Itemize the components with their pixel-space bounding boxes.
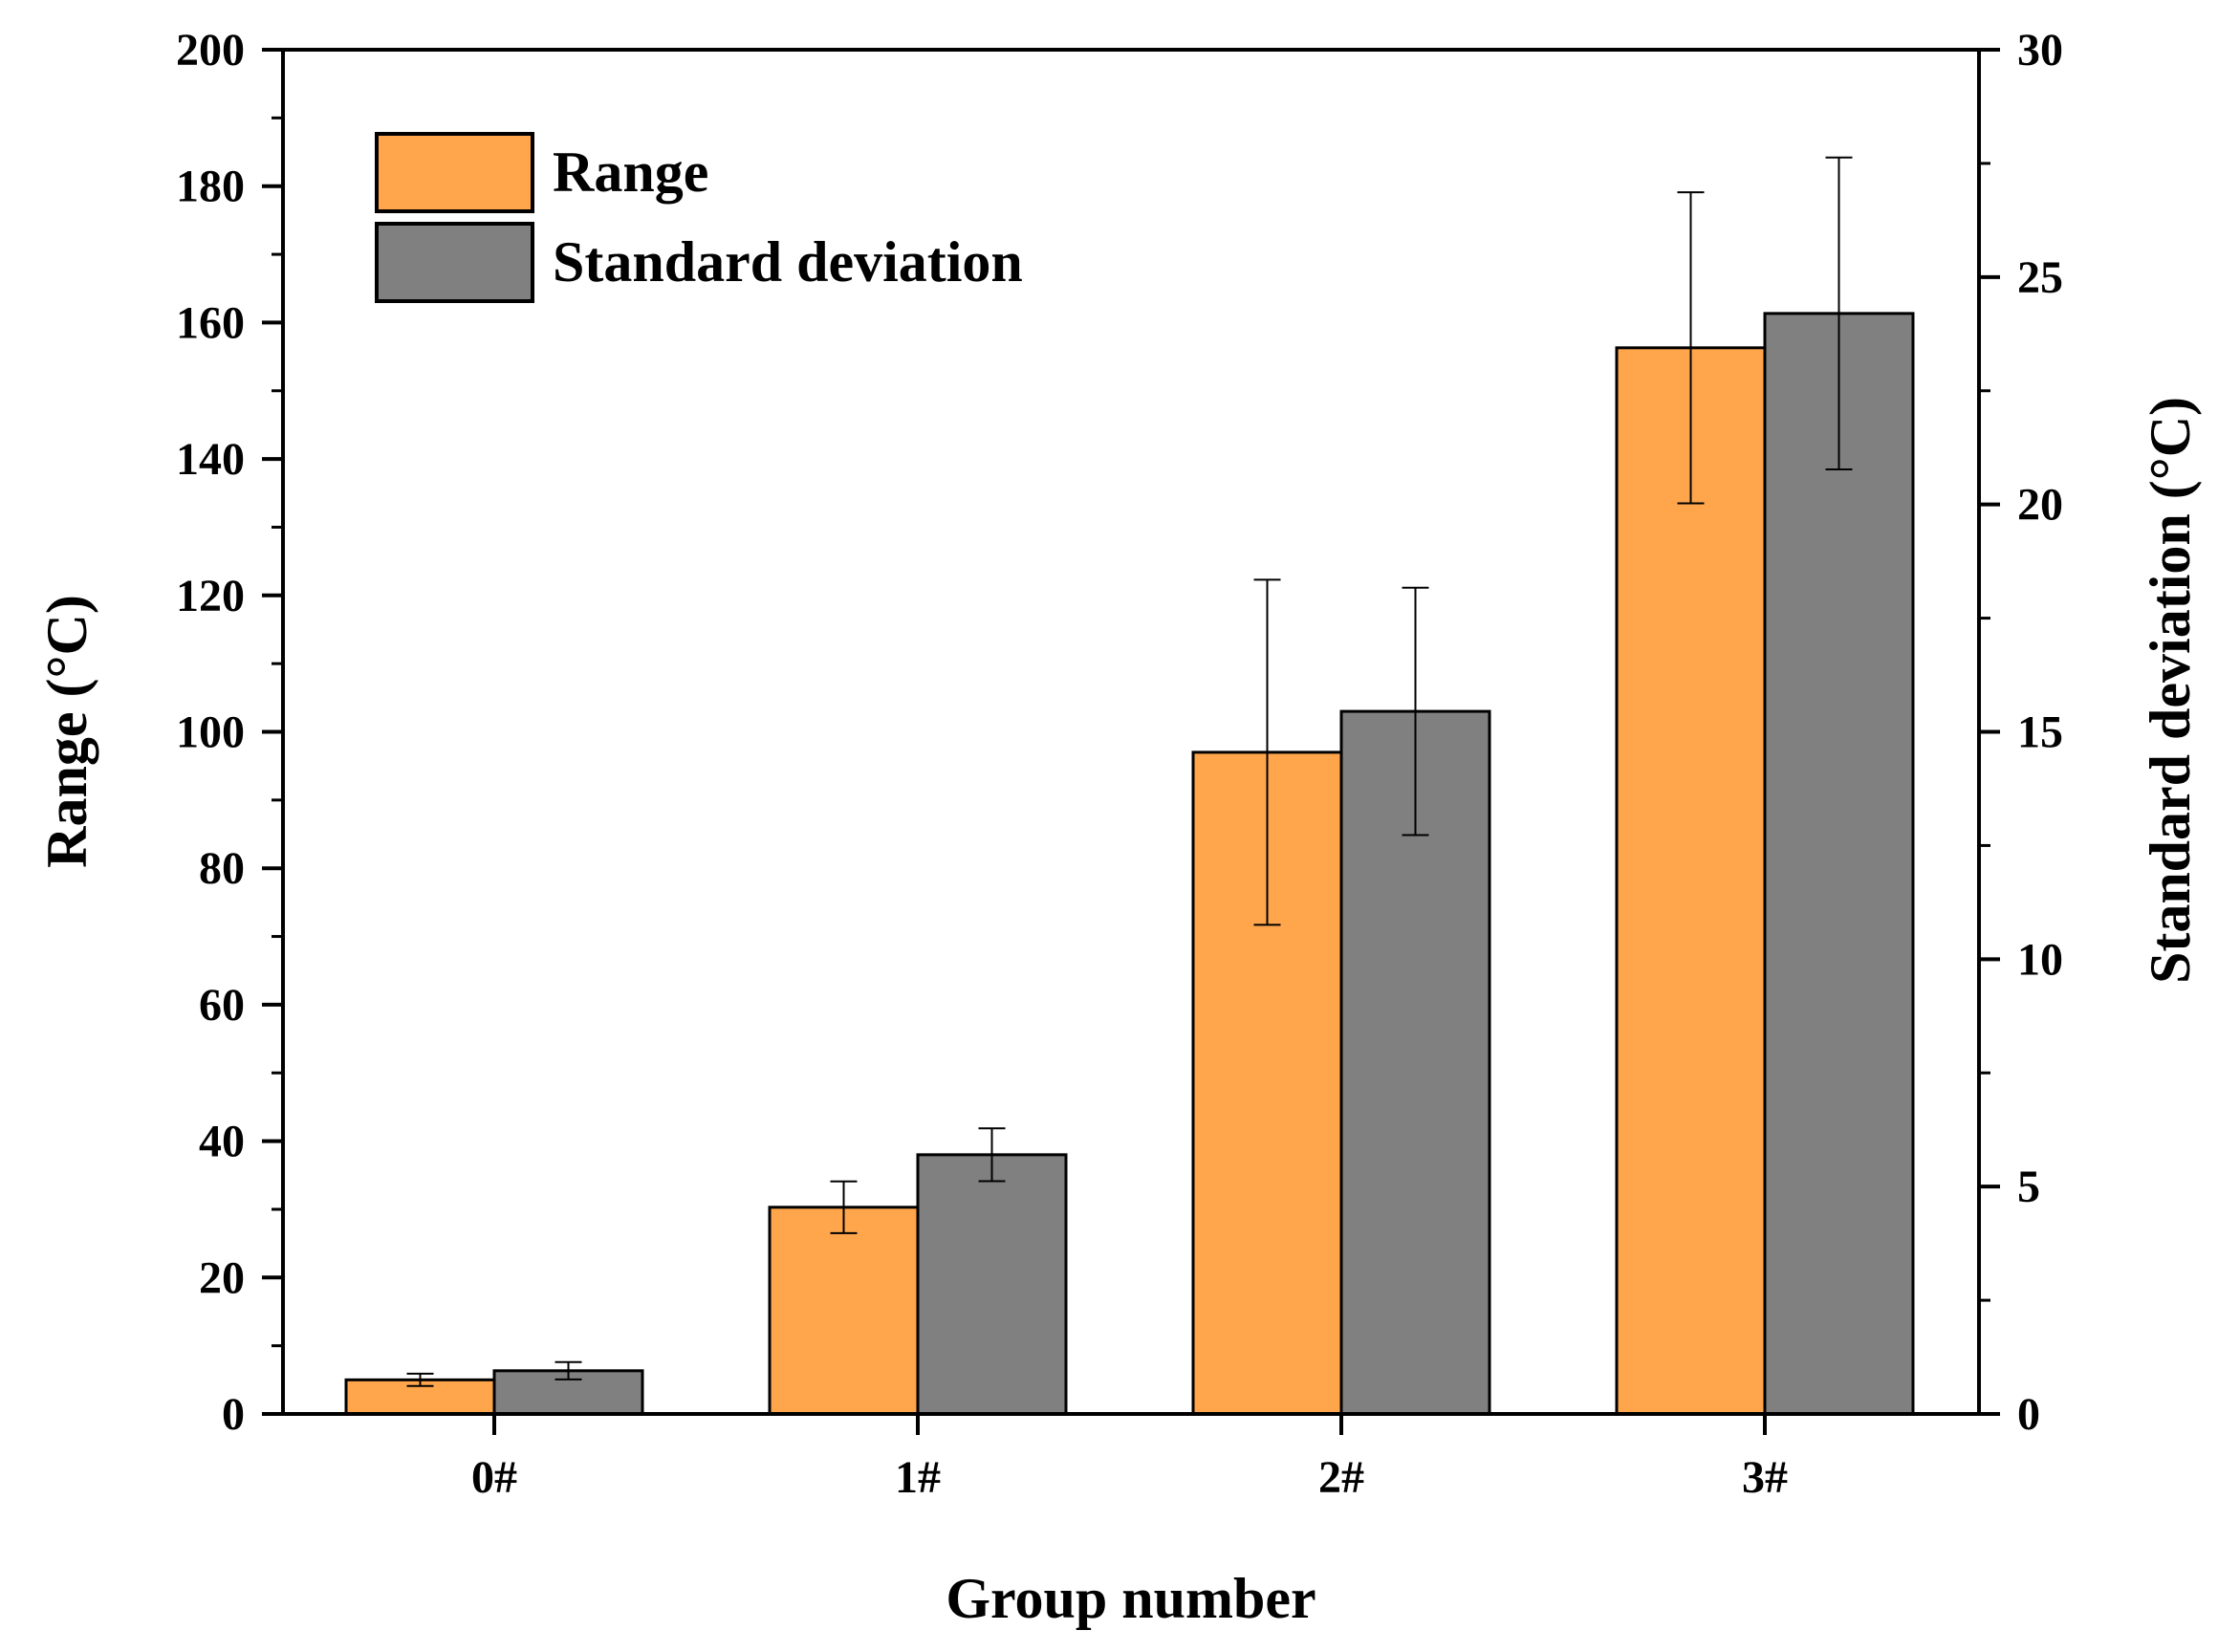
- bars-layer: [344, 312, 1915, 1416]
- left-tick-label: 60: [199, 980, 245, 1031]
- x-tick-label: 2#: [1318, 1452, 1364, 1503]
- left-tick-label: 200: [176, 25, 245, 76]
- left-tick-label: 100: [176, 707, 245, 758]
- left-tick-label: 180: [176, 162, 245, 212]
- right-tick-label: 15: [2017, 707, 2063, 758]
- x-tick-label: 0#: [471, 1452, 517, 1503]
- right-tick-label: 25: [2017, 252, 2063, 303]
- right-y-axis-title: Standard deviation (°C): [2139, 397, 2202, 984]
- x-tick-label: 1#: [895, 1452, 941, 1503]
- x-axis: 0# 1# 2# 3#: [471, 1414, 1788, 1503]
- legend-label-range: Range: [553, 141, 708, 204]
- left-y-axis: 0 20 40 60 80 100 120 140 160 180 200: [176, 25, 283, 1440]
- left-tick-label: 20: [199, 1252, 245, 1303]
- bar-range-1: [768, 1206, 920, 1416]
- right-tick-label: 20: [2017, 480, 2063, 531]
- x-tick-label: 3#: [1742, 1452, 1788, 1503]
- legend: Range Standard deviation: [375, 132, 1023, 303]
- right-tick-label: 30: [2017, 25, 2063, 76]
- legend-swatch-standard-deviation: [375, 222, 534, 303]
- bar-standard-deviation-3: [1763, 312, 1915, 1416]
- right-tick-label: 5: [2017, 1162, 2040, 1212]
- right-tick-label: 0: [2017, 1389, 2040, 1440]
- bar-range-3: [1615, 346, 1767, 1416]
- error-bar-standard-deviation-0: [554, 1360, 582, 1380]
- error-bar-range-3: [1677, 191, 1705, 505]
- bar-standard-deviation-1: [916, 1153, 1068, 1416]
- left-tick-label: 160: [176, 297, 245, 348]
- right-y-axis: 0 5 10 15 20 25 30: [1979, 25, 2063, 1440]
- left-tick-label: 80: [199, 843, 245, 894]
- error-bar-standard-deviation-2: [1402, 586, 1429, 837]
- error-bar-standard-deviation-3: [1825, 156, 1853, 471]
- x-axis-title: Group number: [946, 1567, 1316, 1630]
- left-y-axis-title: Range (°C): [35, 595, 98, 868]
- legend-label-standard-deviation: Standard deviation: [553, 230, 1023, 293]
- right-tick-label: 10: [2017, 934, 2063, 985]
- left-tick-label: 40: [199, 1117, 245, 1167]
- legend-swatch-range: [375, 132, 534, 213]
- left-tick-label: 140: [176, 434, 245, 485]
- left-tick-label: 0: [222, 1389, 245, 1440]
- left-tick-label: 120: [176, 571, 245, 621]
- error-bar-standard-deviation-1: [978, 1127, 1006, 1183]
- error-bars-layer: [406, 156, 1853, 1387]
- error-bar-range-2: [1253, 578, 1281, 926]
- error-bar-range-1: [830, 1180, 858, 1234]
- error-bar-range-0: [406, 1372, 434, 1387]
